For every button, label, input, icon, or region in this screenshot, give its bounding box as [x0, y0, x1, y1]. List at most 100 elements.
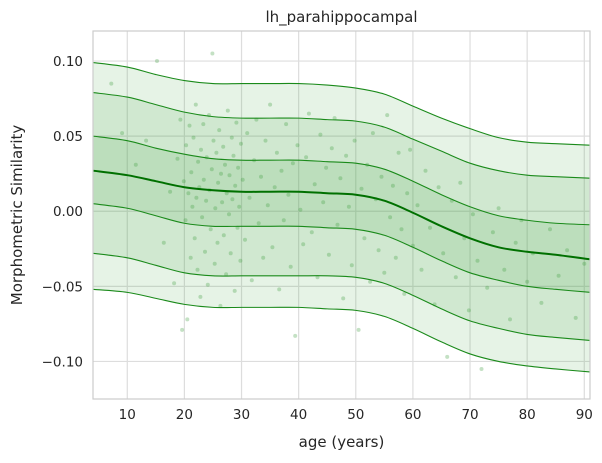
data-point: [234, 120, 239, 125]
data-point: [194, 195, 199, 200]
data-point: [195, 267, 200, 272]
quantile-line: [92, 288, 591, 373]
quantile-line: [92, 61, 591, 146]
x-tick-label: 70: [461, 407, 478, 423]
data-point: [408, 147, 413, 152]
data-point: [295, 143, 300, 148]
quantile-band: [93, 62, 590, 372]
data-point: [479, 367, 484, 371]
data-point: [341, 296, 346, 301]
data-point: [329, 146, 334, 151]
quantile-line: [92, 92, 591, 179]
data-point: [236, 165, 241, 170]
plot-frame: [92, 30, 591, 400]
y-tick-label: 0.00: [53, 204, 83, 220]
x-tick-label: 40: [290, 407, 307, 423]
data-point: [205, 282, 210, 287]
x-tick-label: 20: [176, 407, 193, 423]
data-point: [238, 258, 243, 263]
data-point: [270, 245, 275, 250]
data-point: [362, 236, 367, 241]
quantile-band: [93, 92, 590, 341]
data-point: [502, 267, 507, 272]
data-point: [301, 242, 306, 247]
x-tick-label: 60: [404, 407, 421, 423]
data-point: [470, 212, 475, 217]
data-point: [229, 135, 234, 140]
data-point: [332, 116, 337, 121]
data-point: [288, 264, 293, 269]
data-point: [120, 131, 125, 136]
data-point: [376, 248, 381, 253]
grid-lines: [93, 31, 590, 399]
data-point: [359, 186, 364, 191]
data-point: [290, 161, 295, 166]
data-point: [193, 102, 198, 107]
median-line: [92, 169, 591, 261]
data-point: [315, 275, 320, 280]
data-point: [212, 261, 217, 266]
x-tick-label: 50: [347, 407, 364, 423]
data-point: [475, 258, 480, 263]
data-point: [312, 182, 317, 187]
data-point: [184, 143, 189, 148]
data-point: [133, 162, 138, 167]
data-point: [214, 150, 219, 155]
y-tick-label: −0.05: [42, 279, 83, 295]
data-point: [548, 227, 552, 232]
data-point: [227, 173, 232, 178]
y-tick-label: −0.10: [42, 354, 83, 370]
data-point: [379, 174, 384, 179]
data-point: [243, 237, 247, 242]
quantile-bands: [93, 62, 590, 372]
quantile-lines: [92, 61, 591, 373]
data-point: [284, 122, 289, 127]
data-point: [370, 131, 375, 136]
data-point: [385, 113, 390, 118]
data-point: [309, 230, 314, 235]
data-point: [338, 176, 343, 181]
data-point: [217, 128, 222, 133]
data-point: [298, 207, 303, 212]
data-point: [199, 147, 203, 152]
quantile-band: [93, 136, 590, 293]
data-point: [274, 150, 279, 155]
data-point: [306, 111, 311, 116]
data-point: [168, 189, 173, 194]
y-tick-label: 0.05: [53, 129, 83, 145]
data-point: [190, 204, 195, 209]
data-point: [508, 317, 512, 322]
data-point: [436, 185, 441, 190]
data-point: [204, 198, 209, 203]
data-point: [187, 123, 192, 128]
data-point: [231, 153, 236, 158]
data-point: [428, 225, 432, 230]
data-point: [232, 288, 237, 293]
data-point: [265, 203, 270, 208]
data-point: [109, 81, 114, 86]
data-point: [230, 197, 235, 202]
y-tick-labels: 0.10 0.05 0.00 −0.05 −0.10: [42, 54, 83, 370]
data-point: [172, 281, 177, 286]
data-point: [399, 227, 404, 232]
data-point: [496, 206, 501, 211]
data-point: [277, 287, 282, 292]
data-point: [419, 267, 424, 272]
data-point: [281, 218, 286, 223]
data-point: [259, 174, 263, 179]
data-point: [210, 51, 215, 56]
data-point: [326, 252, 331, 257]
data-point: [490, 230, 495, 235]
data-point: [268, 102, 273, 107]
data-point: [219, 171, 223, 176]
data-point: [256, 221, 261, 226]
data-point: [188, 255, 193, 260]
data-point: [272, 185, 277, 190]
plot-background: [93, 31, 590, 399]
data-point: [513, 240, 518, 245]
data-point: [186, 191, 191, 196]
data-point: [185, 317, 190, 322]
data-point: [221, 144, 226, 149]
